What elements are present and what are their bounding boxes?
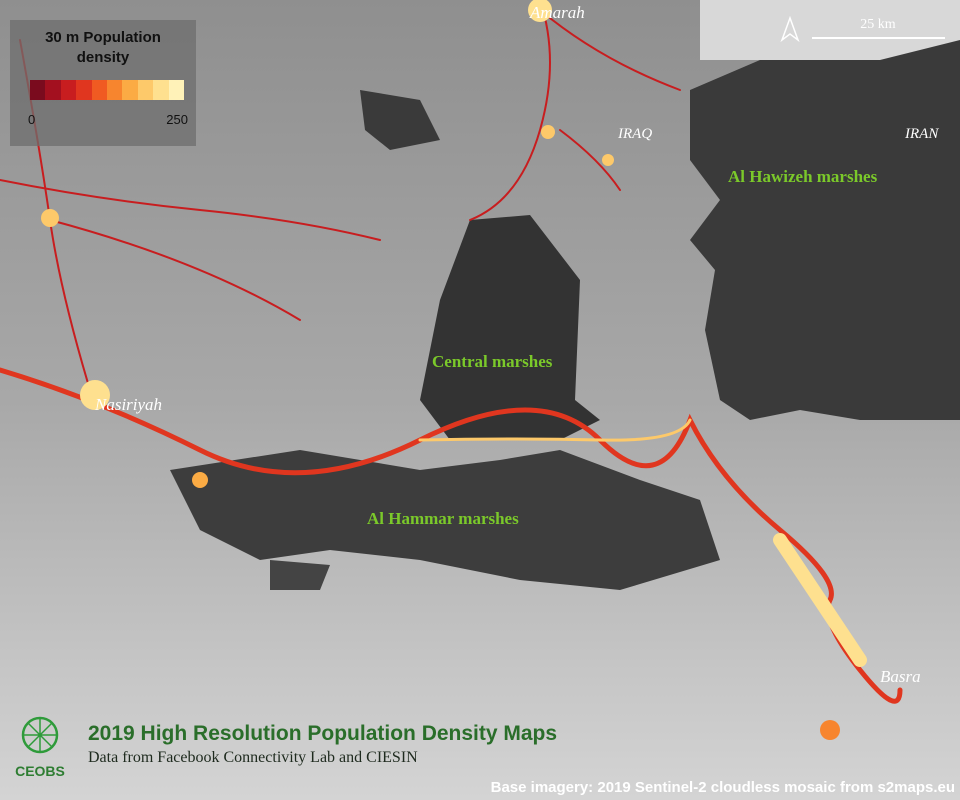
logo-text: CEOBS [15, 763, 65, 779]
color-bar [30, 80, 185, 100]
color-swatch [153, 80, 169, 100]
population [0, 0, 903, 740]
nasiriyah-urban [80, 380, 110, 410]
color-swatch [107, 80, 123, 100]
color-swatch [168, 80, 185, 100]
basra-urban [773, 533, 867, 667]
color-swatch [30, 80, 46, 100]
footer-subtitle: Data from Facebook Connectivity Lab and … [88, 749, 418, 766]
marsh-label: Al Hammar marshes [367, 509, 519, 528]
marsh-label: Al Hawizeh marshes [728, 167, 878, 186]
footer-title: 2019 High Resolution Population Density … [88, 722, 557, 745]
legend-max: 250 [166, 112, 188, 127]
north-arrow [780, 15, 800, 43]
credit: Base imagery: 2019 Sentinel-2 cloudless … [491, 779, 955, 796]
town [541, 125, 555, 139]
legend-title: 30 m Population density [45, 29, 161, 66]
town [192, 472, 208, 488]
scale-label: 25 km [860, 17, 896, 32]
amarah-urban [528, 0, 552, 22]
hammar-marsh [170, 450, 720, 590]
town [820, 720, 840, 740]
color-swatch [76, 80, 92, 100]
logo [21, 716, 59, 754]
marsh-patch [270, 560, 330, 590]
town [602, 154, 614, 166]
country-label: IRAN [904, 126, 939, 142]
legend: 30 m Population density 0 250 [10, 20, 196, 146]
central-marsh [420, 215, 600, 440]
legend-min: 0 [28, 112, 36, 127]
logo-mark [23, 718, 57, 752]
place-label: Basra [880, 667, 921, 686]
color-swatch [60, 80, 77, 100]
marsh-label: Central marshes [432, 352, 553, 371]
town [41, 209, 59, 227]
color-swatch [91, 80, 108, 100]
terrain [700, 0, 960, 60]
country-label: IRAQ [617, 126, 652, 142]
hawizeh-marsh [690, 40, 960, 420]
place-label: Nasiriyah [94, 395, 162, 414]
place-label: Amarah [529, 3, 585, 22]
color-swatch [45, 80, 61, 100]
color-swatch [122, 80, 138, 100]
color-swatch [137, 80, 154, 100]
marsh-patch [360, 90, 440, 150]
river-settlements [418, 418, 692, 442]
